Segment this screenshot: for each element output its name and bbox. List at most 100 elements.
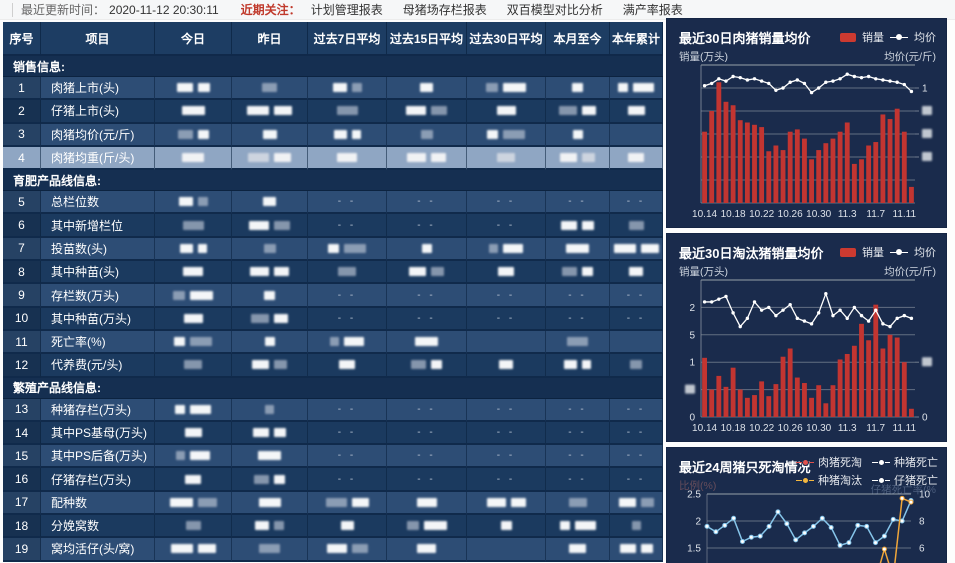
table-row[interactable]: 11 死亡率(%) — [3, 330, 663, 355]
value-cell — [546, 214, 610, 238]
redacted-value — [250, 267, 269, 277]
redacted-value — [175, 404, 185, 414]
value-cell — [232, 307, 308, 331]
column-header: 今日 — [155, 22, 232, 56]
empty-value: - - — [626, 312, 646, 324]
value-cell — [546, 538, 610, 562]
chart-legend[interactable]: 肉猪死淘 种猪死亡 种猪淘汰 仔猪死亡 — [796, 454, 938, 488]
legend-item[interactable]: 肉猪死淘 — [796, 454, 862, 470]
redacted-value — [574, 521, 596, 531]
redacted-value — [197, 243, 207, 253]
empty-value: - - — [568, 196, 587, 208]
empty-value: - - — [337, 196, 357, 208]
legend-price-label[interactable]: 均价 — [914, 32, 936, 44]
row-label: 种猪存栏(万头) — [41, 398, 155, 422]
table-row[interactable]: 5 总栏位数 - - - - - - - - - - — [3, 191, 663, 215]
value-cell — [546, 123, 610, 147]
empty-value: - - — [337, 289, 357, 301]
table-row[interactable]: 18 分娩窝数 — [3, 515, 663, 539]
focus-report-link[interactable]: 双百模型对比分析 — [506, 3, 603, 17]
value-cell: - - — [387, 398, 467, 422]
value-cell — [467, 146, 546, 171]
value-cell — [546, 261, 610, 285]
value-cell: - - — [546, 468, 610, 492]
section-header-row: 育肥产品线信息: — [3, 170, 663, 192]
redacted-value — [190, 451, 210, 461]
focus-report-link[interactable]: 计划管理报表 — [310, 3, 383, 17]
value-cell — [232, 261, 308, 285]
value-cell — [155, 191, 232, 215]
redacted-value — [274, 428, 286, 437]
table-row[interactable]: 4 肉猪均重(斤/头) — [3, 146, 663, 171]
redacted-value — [503, 129, 525, 139]
redacted-value — [569, 544, 586, 554]
redacted-value — [263, 243, 276, 253]
value-cell — [546, 146, 610, 171]
table-row[interactable]: 9 存栏数(万头) - - - - - - - - - - — [3, 284, 663, 308]
chart-legend[interactable]: 销量 均价 — [840, 244, 936, 260]
legend-price-label[interactable]: 均价 — [914, 247, 936, 259]
redacted-value — [258, 497, 281, 507]
redacted-value — [510, 497, 526, 507]
table-row[interactable]: 13 种猪存栏(万头) - - - - - - - - - - — [3, 398, 663, 422]
table-row[interactable]: 2 仔猪上市(头) — [3, 100, 663, 124]
redacted-value — [253, 428, 269, 437]
value-cell — [308, 538, 387, 562]
redacted-value — [255, 521, 269, 531]
table-row[interactable]: 15 其中PS后备(万头) - - - - - - - - - - — [3, 445, 663, 469]
table-row[interactable]: 19 窝均活仔(头/窝) — [3, 538, 663, 562]
table-row[interactable]: 8 其中种苗(头) — [3, 261, 663, 285]
redacted-value — [274, 474, 285, 484]
svg-text:11.11: 11.11 — [893, 209, 917, 220]
table-row[interactable]: 14 其中PS基母(万头) - - - - - - - - - - — [3, 421, 663, 446]
row-number: 15 — [3, 445, 41, 469]
table-row[interactable]: 10 其中种苗(万头) - - - - - - - - - - — [3, 307, 663, 331]
value-cell — [546, 330, 610, 355]
value-cell — [387, 354, 467, 378]
row-label: 存栏数(万头) — [41, 284, 155, 308]
focus-report-link[interactable]: 满产率报表 — [622, 3, 683, 17]
y-axis-left-caption: 比例(%) — [679, 480, 717, 492]
svg-text:10.18: 10.18 — [721, 209, 746, 220]
legend-sales-label[interactable]: 销量 — [862, 32, 884, 44]
value-cell: - - — [387, 214, 467, 238]
topbar: 最近更新时间： 2020-11-12 20:30:11 近期关注： 计划管理报表… — [0, 0, 955, 20]
value-cell — [610, 146, 663, 171]
row-label: 其中种苗(万头) — [41, 307, 155, 331]
redacted-value — [630, 360, 642, 370]
redacted-value — [333, 129, 347, 139]
legend-sales-label[interactable]: 销量 — [862, 247, 884, 259]
value-cell — [308, 146, 387, 171]
value-cell: - - — [610, 398, 663, 422]
chart-legend[interactable]: 销量 均价 — [840, 29, 936, 45]
value-cell — [546, 100, 610, 124]
table-row[interactable]: 6 其中新增栏位 - - - - - - — [3, 214, 663, 238]
svg-text:10.14: 10.14 — [692, 423, 717, 434]
redacted-value — [497, 153, 515, 163]
value-cell — [155, 330, 232, 355]
value-cell — [232, 538, 308, 562]
redacted-value — [487, 129, 498, 139]
table-row[interactable]: 12 代养费(元/头) — [3, 354, 663, 378]
empty-value: - - — [626, 196, 646, 208]
empty-value: - - — [626, 473, 646, 485]
redacted-value — [181, 106, 205, 116]
row-label: 投苗数(头) — [41, 237, 155, 262]
value-cell: - - — [308, 284, 387, 308]
redacted-value — [562, 267, 577, 277]
table-row[interactable]: 7 投苗数(头) — [3, 237, 663, 262]
legend-item[interactable]: 种猪淘汰 — [796, 472, 862, 488]
empty-value: - - — [496, 196, 516, 208]
table-row[interactable]: 16 仔猪存栏(万头) - - - - - - - - - - — [3, 468, 663, 492]
empty-value: - - — [626, 450, 646, 462]
legend-item[interactable]: 种猪死亡 — [872, 454, 938, 470]
row-label: 其中PS后备(万头) — [41, 445, 155, 469]
legend-item[interactable]: 仔猪死亡 — [872, 472, 938, 488]
table-row[interactable]: 1 肉猪上市(头) — [3, 77, 663, 101]
redacted-value — [254, 474, 269, 484]
table-row[interactable]: 3 肉猪均价(元/斤) — [3, 123, 663, 147]
table-row[interactable]: 17 配种数 — [3, 491, 663, 516]
focus-report-link[interactable]: 母猪场存栏报表 — [402, 3, 487, 17]
value-cell — [467, 123, 546, 147]
value-cell: - - — [387, 468, 467, 492]
